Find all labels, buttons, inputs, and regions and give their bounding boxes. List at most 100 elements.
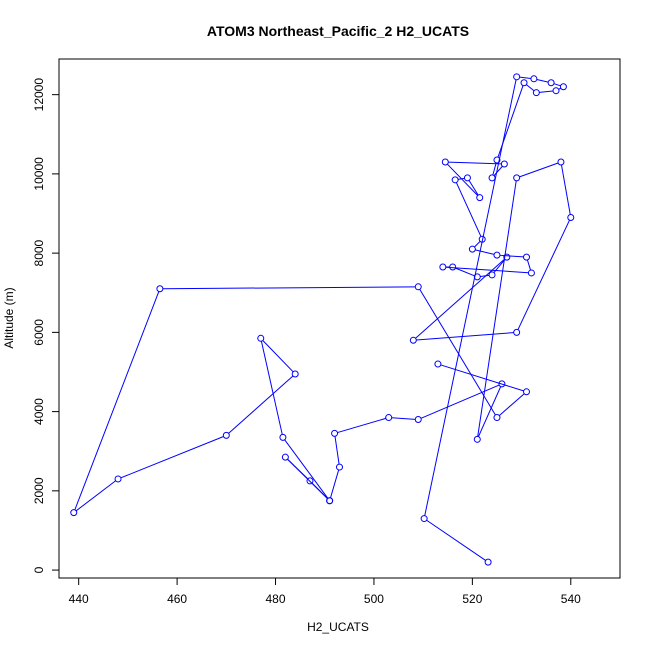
data-point	[493, 156, 501, 164]
data-point	[281, 453, 289, 461]
data-point	[559, 83, 567, 91]
series-segment	[478, 386, 502, 437]
data-point	[291, 370, 299, 378]
data-point	[493, 414, 501, 422]
x-tick-label: 460	[167, 592, 187, 606]
series-segment	[519, 76, 531, 79]
data-point	[523, 253, 530, 261]
x-tick-label: 480	[266, 592, 286, 606]
data-point	[222, 431, 230, 439]
data-point	[488, 174, 496, 182]
series-segment	[519, 162, 559, 178]
data-point	[414, 416, 422, 424]
series-segment	[262, 340, 294, 373]
data-point	[451, 176, 459, 184]
x-axis-label: H2_UCATS	[307, 620, 369, 634]
data-point	[478, 235, 486, 243]
series-segment	[474, 241, 481, 248]
series-segment	[287, 458, 309, 480]
series-segment	[416, 332, 514, 341]
data-point	[70, 509, 78, 517]
y-axis: 0 2000 4000 6000 8000 10000 12000	[32, 78, 60, 573]
data-point	[503, 253, 511, 261]
data-point	[476, 194, 484, 202]
data-point	[520, 79, 528, 87]
series-segment	[391, 417, 416, 420]
data-point	[567, 213, 575, 221]
series-segment	[455, 267, 475, 277]
data-point	[523, 388, 530, 396]
series-segment	[74, 291, 160, 511]
series-segment	[260, 341, 283, 435]
y-tick-label: 4000	[32, 398, 46, 425]
data-point	[434, 360, 442, 368]
y-tick-label: 8000	[32, 239, 46, 266]
data-point	[547, 79, 555, 87]
series-segment	[458, 177, 465, 180]
series-segment	[493, 259, 506, 273]
data-point	[513, 328, 521, 336]
x-tick-label: 520	[462, 592, 482, 606]
series-segment	[480, 274, 490, 277]
x-axis: 440 460 480 500 520 540	[69, 577, 581, 606]
series-segment	[536, 78, 549, 83]
series-segment	[553, 83, 561, 87]
series-segment	[330, 469, 340, 499]
series-segment	[447, 163, 479, 196]
series-segment	[419, 289, 496, 416]
data-point	[420, 515, 428, 523]
data-point	[552, 87, 560, 95]
series-segment	[492, 162, 497, 176]
data-point	[331, 429, 339, 437]
data-point	[385, 414, 393, 422]
data-point	[156, 285, 164, 293]
series-segment	[424, 79, 517, 516]
x-tick-label: 540	[561, 592, 581, 606]
data-point	[473, 435, 481, 443]
series-segment	[497, 85, 524, 158]
series-segment	[517, 219, 570, 330]
data-point	[449, 263, 457, 271]
data-point	[513, 174, 521, 182]
series-segment	[420, 384, 500, 419]
x-tick-label: 500	[364, 592, 384, 606]
series-segment	[75, 480, 116, 512]
series-segment	[448, 161, 502, 165]
series-segment	[539, 90, 554, 93]
data-point	[326, 497, 334, 505]
data-point	[498, 380, 506, 388]
data-point	[493, 251, 501, 259]
y-tick-label: 12000	[32, 78, 46, 112]
y-axis-label: Altitude (m)	[2, 287, 16, 348]
data-point	[488, 271, 496, 279]
data-point	[473, 273, 481, 281]
data-point	[441, 158, 449, 166]
series-segment	[311, 482, 328, 499]
series-segment	[498, 393, 525, 416]
data-point	[409, 336, 417, 344]
data-point	[336, 463, 343, 471]
data-point	[279, 433, 287, 441]
data-point	[414, 283, 422, 291]
data-point	[468, 245, 476, 253]
series-segment	[120, 436, 224, 479]
series-segment	[228, 375, 294, 434]
y-tick-label: 10000	[32, 157, 46, 191]
series-segment	[337, 417, 386, 434]
data-point	[257, 334, 265, 342]
series-segment	[493, 165, 503, 176]
data-point	[513, 73, 521, 81]
series-segment	[284, 439, 329, 499]
data-point	[530, 75, 538, 83]
series-segment	[475, 249, 495, 255]
series-segment	[526, 259, 532, 271]
chart-title: ATOM3 Northeast_Pacific_2 H2_UCATS	[207, 23, 469, 39]
series-layer	[70, 73, 575, 566]
data-point	[527, 269, 535, 277]
series-segment	[455, 182, 482, 237]
x-tick-label: 440	[69, 592, 89, 606]
y-tick-label: 6000	[32, 319, 46, 346]
series-segment	[334, 436, 340, 465]
data-point	[500, 160, 508, 168]
